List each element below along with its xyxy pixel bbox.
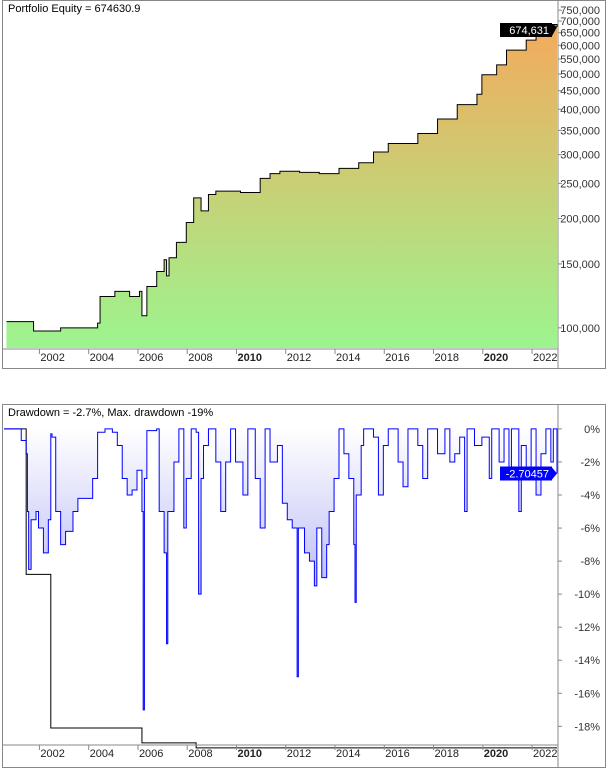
last-value-marker (500, 466, 557, 481)
last-value-marker (500, 23, 557, 37)
last-value-label: -2.70457 (506, 469, 549, 481)
y-tick-label: -2% (580, 457, 600, 469)
y-tick-label: 200,000 (560, 214, 600, 226)
x-tick-label: 2020 (484, 748, 508, 760)
y-tick-label: 350,000 (560, 125, 600, 137)
x-tick-label: 2002 (40, 748, 64, 760)
x-tick-label: 2006 (139, 748, 163, 760)
x-tick-label: 2012 (287, 352, 311, 364)
x-tick-label: 2016 (385, 352, 409, 364)
equity-chart: 100,000 150,000 200,000 250,000 300,000 350,0… (3, 1, 600, 368)
y-tick-label: 600,000 (560, 40, 600, 52)
x-tick-label: 2022 (533, 748, 557, 760)
last-value-label: 674,631 (509, 25, 549, 37)
y-tick-label: -6% (580, 523, 600, 535)
y-tick-label: 550,000 (560, 54, 600, 66)
x-tick-label: 2004 (90, 748, 114, 760)
y-tick-label: -14% (574, 655, 600, 667)
y-tick-label: 400,000 (560, 104, 600, 116)
y-tick-label: 250,000 (560, 178, 600, 190)
drawdown-chart: 0% -2% -4% -6% -8% -10% -12% -14% -16% -18% 2002 20… (3, 405, 600, 767)
y-tick-label: 100,000 (560, 323, 600, 335)
y-tick-label: -12% (574, 622, 600, 634)
equity-title: Portfolio Equity = 674630.9 (8, 3, 141, 15)
y-tick-label: -16% (574, 688, 600, 700)
x-tick-label: 2012 (287, 748, 311, 760)
x-tick-label: 2018 (435, 748, 459, 760)
y-tick-label: 650,000 (560, 28, 600, 40)
x-tick-label: 2010 (237, 748, 261, 760)
x-tick-label: 2008 (188, 748, 212, 760)
equity-area (6, 24, 557, 349)
x-tick-label: 2014 (336, 748, 360, 760)
x-tick-label: 2004 (90, 352, 114, 364)
y-tick-label: 150,000 (560, 259, 600, 271)
x-tick-label: 2014 (336, 352, 360, 364)
y-tick-label: 700,000 (560, 16, 600, 28)
y-tick-label: -10% (574, 589, 600, 601)
drawdown-line (4, 428, 558, 711)
y-tick-label: 300,000 (560, 150, 600, 162)
x-tick-label: 2020 (484, 352, 508, 364)
x-tick-label: 2008 (188, 352, 212, 364)
y-tick-label: 450,000 (560, 86, 600, 98)
y-tick-label: 0% (584, 424, 600, 436)
y-tick-label: -4% (580, 490, 600, 502)
drawdown-area (4, 428, 557, 710)
y-tick-label: 750,000 (560, 5, 600, 17)
drawdown-title: Drawdown = -2.7%, Max. drawdown -19% (8, 407, 214, 419)
x-tick-label: 2010 (237, 352, 261, 364)
y-tick-label: -8% (580, 556, 600, 568)
equity-line (6, 23, 558, 332)
x-tick-label: 2018 (435, 352, 459, 364)
x-tick-label: 2006 (139, 352, 163, 364)
drawdown-panel: 0% -2% -4% -6% -8% -10% -12% -14% -16% -18% 2002 20… (2, 404, 606, 768)
equity-panel: 100,000 150,000 200,000 250,000 300,000 350,0… (2, 0, 606, 369)
y-tick-label: -18% (574, 721, 600, 733)
x-tick-label: 2002 (40, 352, 64, 364)
y-tick-label: 500,000 (560, 69, 600, 81)
x-tick-label: 2022 (533, 352, 557, 364)
x-tick-label: 2016 (385, 748, 409, 760)
